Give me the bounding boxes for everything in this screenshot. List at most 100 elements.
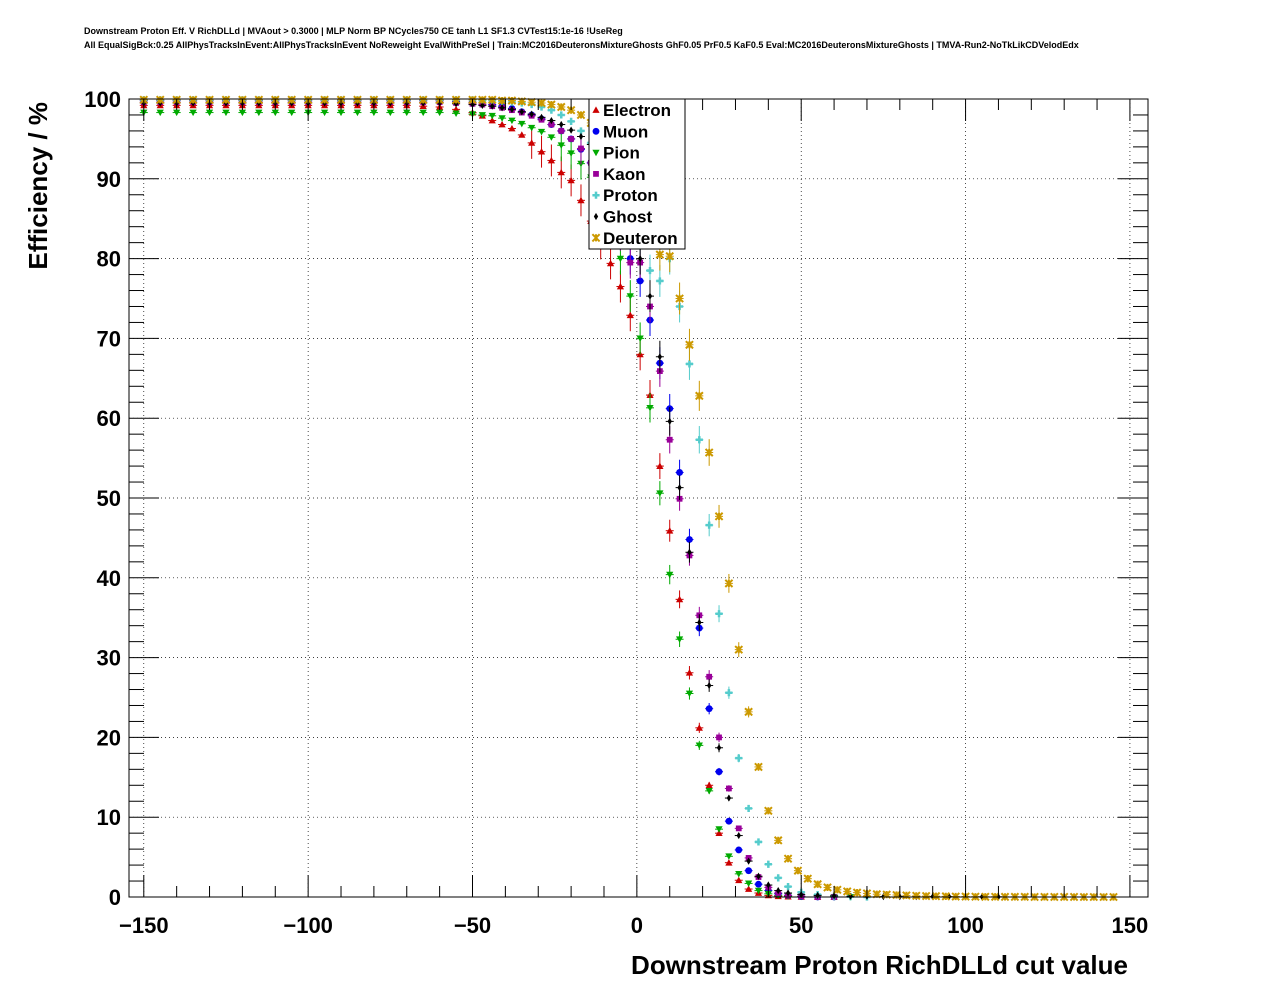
data-point-proton (725, 689, 733, 697)
data-point-deuteron (155, 95, 165, 105)
data-point-ghost (707, 681, 712, 690)
data-point-deuteron (487, 95, 497, 105)
x-tick-label: −150 (119, 913, 169, 938)
data-point-deuteron (675, 294, 684, 303)
legend-marker-muon (592, 127, 600, 135)
data-point-pion (173, 109, 181, 117)
series-pion (139, 109, 855, 901)
data-point-deuteron (695, 391, 704, 401)
data-point-electron (685, 669, 694, 676)
x-tick-label: 50 (789, 913, 813, 938)
y-tick-label: 60 (97, 406, 121, 431)
data-point-electron (537, 148, 546, 155)
data-point-muon (745, 867, 753, 875)
data-point-kaon (568, 136, 574, 142)
data-point-pion (436, 109, 444, 117)
data-point-electron (675, 595, 684, 603)
y-axis-title: Efficiency / % (23, 102, 53, 270)
data-point-pion (222, 109, 230, 117)
data-point-pion (626, 293, 634, 300)
data-point-deuteron (451, 95, 461, 105)
data-point-deuteron (320, 95, 329, 105)
data-point-deuteron (287, 95, 297, 105)
data-point-electron (725, 859, 733, 866)
x-tick-label: −100 (283, 913, 333, 938)
data-point-proton (537, 103, 546, 111)
data-point-deuteron (576, 110, 586, 120)
data-point-pion (754, 887, 763, 895)
data-point-deuteron (386, 95, 395, 105)
data-point-electron (508, 124, 516, 132)
data-point-deuteron (714, 512, 724, 521)
series-kaon (139, 99, 839, 900)
series-ghost (139, 99, 1019, 901)
data-point-deuteron (188, 95, 198, 105)
data-point-electron (498, 120, 506, 128)
y-tick-label: 40 (97, 566, 121, 591)
data-point-proton (745, 804, 753, 813)
data-point-pion (386, 109, 394, 117)
data-point-deuteron (527, 97, 536, 107)
data-point-ghost (736, 831, 741, 840)
y-tick-label: 50 (97, 486, 121, 511)
data-point-electron (488, 116, 496, 124)
data-point-pion (745, 880, 753, 888)
data-point-kaon (627, 259, 634, 266)
legend-box (588, 98, 686, 250)
data-point-deuteron (704, 448, 714, 457)
series-electron (139, 101, 839, 900)
data-point-deuteron (911, 891, 921, 901)
data-point-electron (528, 139, 536, 146)
data-point-ghost (559, 120, 564, 129)
data-point-ghost (746, 857, 751, 865)
y-tick-label: 0 (109, 885, 121, 910)
data-point-deuteron (685, 340, 694, 350)
data-point-pion (320, 109, 329, 117)
y-tick-label: 100 (84, 87, 121, 112)
data-point-ghost (785, 889, 791, 897)
data-point-ghost (716, 744, 722, 752)
data-point-electron (735, 876, 743, 884)
data-point-deuteron (842, 887, 852, 896)
data-point-kaon (666, 436, 673, 443)
data-point-electron (547, 156, 555, 164)
data-point-ghost (667, 417, 672, 425)
data-point-proton (764, 860, 772, 868)
data-point-pion (666, 571, 674, 579)
data-point-electron (666, 527, 674, 534)
data-point-proton (547, 106, 555, 114)
data-point-deuteron (813, 879, 822, 889)
data-point-ghost (687, 548, 692, 556)
data-point-deuteron (418, 95, 428, 105)
data-point-muon (705, 705, 713, 713)
legend-label-deuteron: Deuteron (603, 229, 678, 248)
data-point-kaon (578, 145, 584, 152)
legend-label-pion: Pion (603, 144, 640, 163)
data-point-pion (353, 109, 362, 117)
data-point-muon (636, 277, 644, 285)
data-point-deuteron (793, 866, 803, 875)
legend-label-electron: Electron (603, 101, 671, 120)
data-point-deuteron (941, 892, 951, 901)
data-point-deuteron (931, 891, 941, 901)
data-point-ghost (677, 484, 682, 492)
data-point-deuteron (734, 645, 744, 654)
data-point-muon (715, 768, 723, 776)
data-point-pion (636, 335, 644, 342)
data-point-proton (715, 610, 723, 618)
data-point-ghost (519, 108, 524, 116)
chart-title-line-2: All EqualSigBck:0.25 AllPhysTracksInEven… (84, 40, 1079, 50)
data-point-muon (755, 880, 762, 888)
data-point-pion (616, 255, 625, 263)
data-point-pion (419, 109, 427, 117)
data-point-ghost (509, 105, 515, 113)
x-tick-label: −50 (454, 913, 491, 938)
data-point-pion (189, 109, 197, 117)
data-point-deuteron (221, 95, 231, 105)
y-tick-label: 10 (97, 805, 121, 830)
x-tick-label: 100 (947, 913, 984, 938)
data-point-pion (557, 142, 565, 149)
data-point-pion (715, 826, 723, 833)
data-point-ghost (568, 126, 574, 134)
